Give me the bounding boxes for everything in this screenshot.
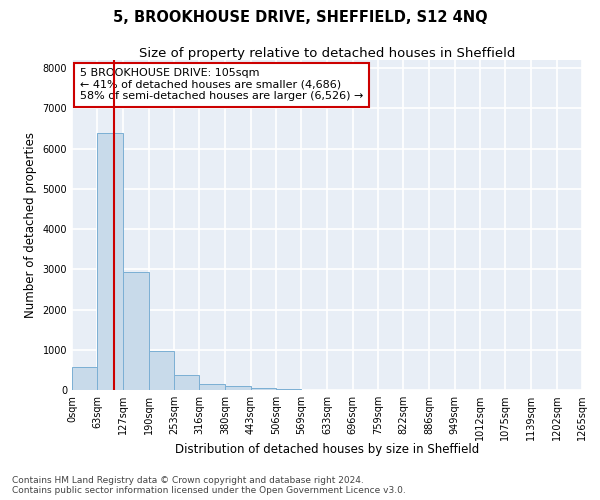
Text: 5 BROOKHOUSE DRIVE: 105sqm
← 41% of detached houses are smaller (4,686)
58% of s: 5 BROOKHOUSE DRIVE: 105sqm ← 41% of deta… [80,68,363,102]
Bar [97,133,123,390]
Bar [225,386,251,390]
Bar [174,375,199,390]
Text: 5, BROOKHOUSE DRIVE, SHEFFIELD, S12 4NQ: 5, BROOKHOUSE DRIVE, SHEFFIELD, S12 4NQ [113,10,487,25]
Bar [251,388,276,390]
Bar [149,351,174,390]
Bar [72,367,97,390]
Bar [123,272,149,390]
Y-axis label: Number of detached properties: Number of detached properties [24,132,37,318]
X-axis label: Distribution of detached houses by size in Sheffield: Distribution of detached houses by size … [175,443,479,456]
Text: Contains HM Land Registry data © Crown copyright and database right 2024.
Contai: Contains HM Land Registry data © Crown c… [12,476,406,495]
Bar [199,384,225,390]
Title: Size of property relative to detached houses in Sheffield: Size of property relative to detached ho… [139,47,515,60]
